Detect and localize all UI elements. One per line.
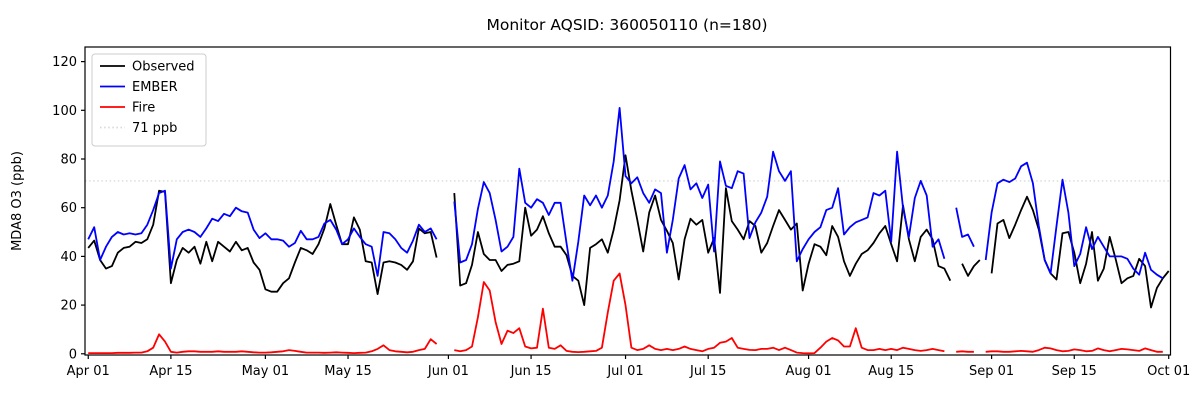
y-tick-label: 80	[60, 153, 77, 168]
y-tick-label: 100	[52, 104, 77, 119]
x-tick-label: May 01	[242, 364, 290, 379]
fire-line	[88, 272, 1163, 355]
legend: Observed EMBER Fire 71 ppb	[91, 53, 207, 147]
x-tick-label: Apr 15	[149, 364, 192, 379]
x-tick-label: May 15	[324, 364, 372, 379]
y-tick-label: 20	[60, 299, 77, 314]
plot-area: 0 20 40 60 80 100 120 Apr 01 Apr 15 May 01 May 15 J…	[52, 46, 1190, 379]
legend-label-fire: Fire	[132, 101, 155, 116]
x-tick-label: Sep 15	[1052, 364, 1097, 379]
x-tick-label: Jul 15	[689, 364, 726, 379]
observed-line	[87, 154, 1170, 309]
ember-line	[87, 107, 1164, 282]
legend-label-ember: EMBER	[132, 80, 178, 95]
y-tick-label: 120	[52, 55, 77, 70]
y-tick-label: 60	[60, 201, 77, 216]
legend-label-71-ppb: 71 ppb	[132, 121, 177, 136]
legend-box	[91, 53, 207, 147]
x-tick-label: Jun 15	[510, 364, 552, 379]
x-tick-label: Sep 01	[969, 364, 1014, 379]
y-axis-label: MDA8 O3 (ppb)	[10, 151, 25, 251]
x-tick-label: Aug 01	[786, 364, 832, 379]
x-tick-label: Aug 15	[868, 364, 914, 379]
chart-title: Monitor AQSID: 360050110 (n=180)	[486, 16, 767, 34]
x-tick-label: Oct 01	[1147, 364, 1190, 379]
y-tick-label: 40	[60, 250, 77, 265]
x-tick-label: Apr 01	[67, 364, 110, 379]
legend-label-observed: Observed	[132, 60, 195, 75]
x-tick-label: Jun 01	[427, 364, 469, 379]
y-tick-label: 0	[69, 347, 77, 362]
plot-frame	[84, 46, 1172, 356]
x-tick-label: Jul 01	[606, 364, 643, 379]
